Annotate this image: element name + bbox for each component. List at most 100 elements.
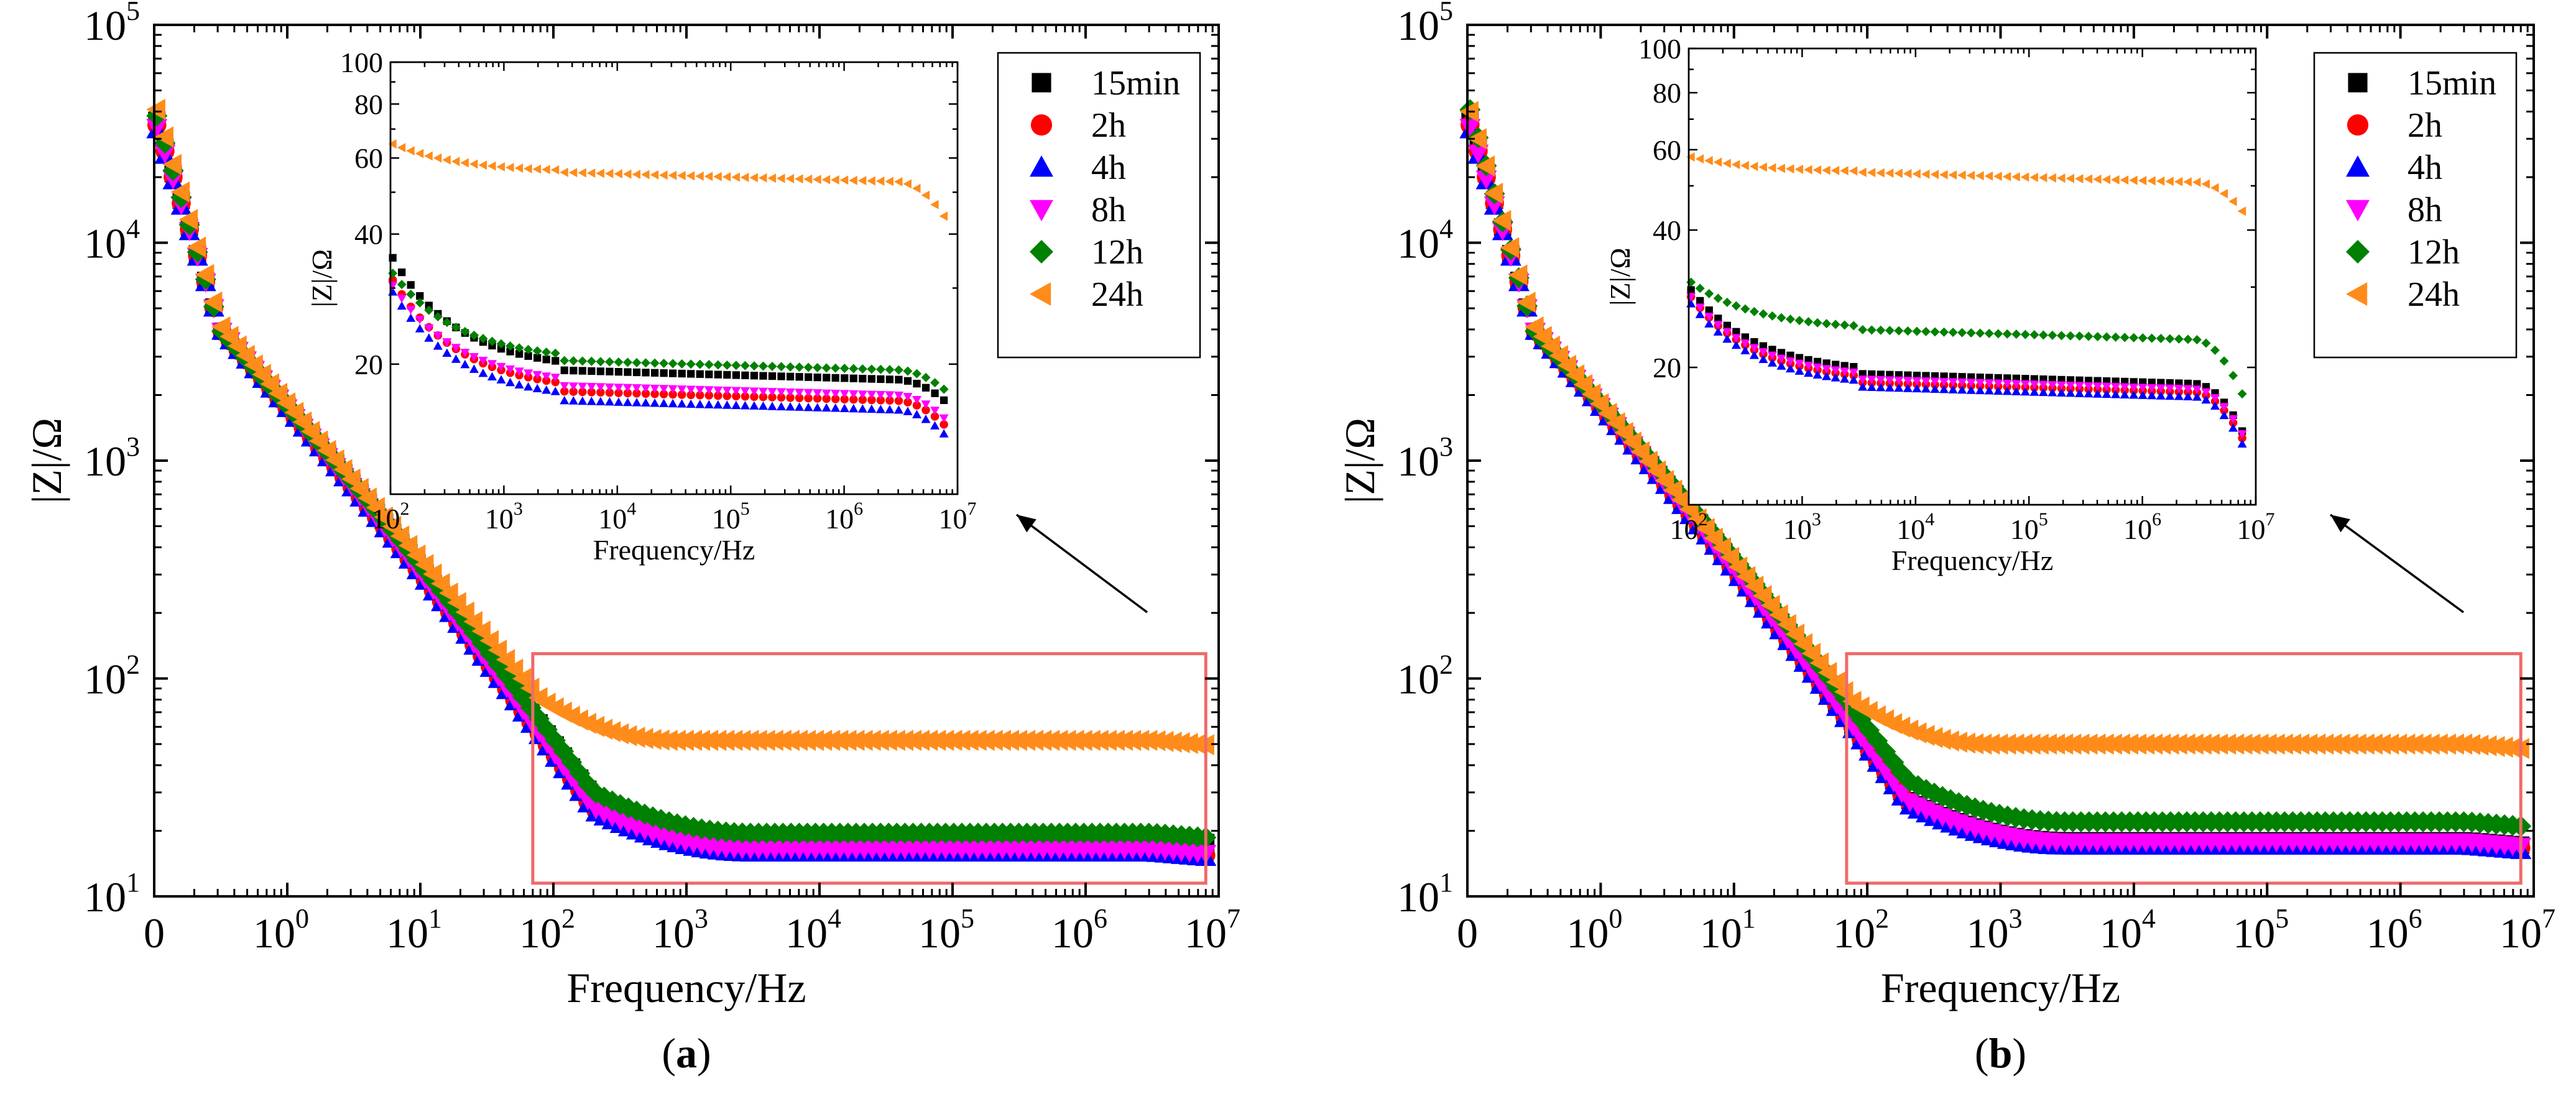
inset-point-12h [442,318,452,328]
inset-point-12h [1849,321,1858,331]
point-24h [333,459,353,481]
inset-point-24h [1822,165,1830,175]
inset-x-tick-label: 104 [1896,509,1934,545]
point-24h [1769,604,1788,626]
point-24h [219,326,239,347]
inset-y-tick-label: 80 [354,88,383,120]
inset-point-15min [714,370,722,379]
inset-point-8h [532,370,542,380]
point-24h [366,497,385,518]
inset-point-8h [677,385,687,394]
panel-label-letter: a [676,1029,697,1077]
inset-point-12h [397,280,407,290]
y-tick-label-base: 10 [1397,873,1439,921]
inset-point-4h [451,354,461,363]
inset-point-12h [939,384,949,394]
x-tick-label-exp: 2 [1875,903,1889,934]
inset-point-8h [1921,377,1931,386]
inset-y-tick-label: 100 [340,47,383,78]
inset-point-4h [2084,389,2094,398]
legend-label-8h: 8h [1091,191,1126,229]
inset-point-24h [1731,160,1740,170]
inset-point-15min [560,366,568,374]
inset-point-12h [1993,329,2003,339]
inset-point-24h [1695,154,1704,164]
inset-point-4h [2066,388,2075,397]
inset-point-15min [732,371,741,379]
inset-point-4h [2201,395,2211,404]
inset-point-12h [813,362,823,372]
inset-point-24h [1957,170,1966,180]
inset-point-12h [785,362,795,372]
inset-point-2h [650,389,659,398]
point-24h [349,477,369,499]
legend-frame [997,52,1201,359]
inset-point-8h [1794,359,1804,369]
inset-point-8h [939,414,949,423]
inset-point-12h [1984,328,1994,338]
inset-y-tick-label: 60 [1653,134,1681,166]
x-tick-label-base: 10 [1051,909,1094,957]
inset-x-tick-label-base: 10 [712,503,741,535]
inset-point-24h [2111,175,2120,185]
inset-point-15min [768,372,777,380]
point-24h [195,264,215,285]
inset-point-8h [1984,379,1994,388]
inset-point-24h [777,173,785,183]
inset-point-24h [1849,166,1858,176]
inset-point-24h [867,176,875,186]
inset-point-24h [813,175,821,185]
inset-point-8h [424,324,434,333]
inset-point-4h [478,368,488,377]
inset-point-24h [2002,172,2011,182]
inset-point-12h [451,323,461,333]
inset-point-4h [604,397,614,406]
inset-x-tick-label-base: 10 [2010,513,2039,545]
inset-point-12h [722,360,732,370]
inset-point-8h [1822,365,1832,374]
inset-point-24h [875,176,885,186]
inset-point-12h [1912,326,1922,336]
inset-point-2h [578,387,587,397]
inset-point-8h [2093,382,2103,391]
inset-point-12h [2047,330,2057,340]
inset-point-8h [921,400,931,409]
data-markers [1459,99,2532,859]
inset-point-4h [2156,391,2166,400]
inset-point-12h [2147,333,2157,343]
inset-point-2h [632,389,641,398]
inset-point-8h [506,365,515,374]
x-tick-label: 0 [1457,909,1478,957]
y-tick-label: 102 [84,650,140,703]
y-tick-label-exp: 2 [1439,650,1453,680]
inset-point-8h [415,315,425,324]
point-24h [1557,354,1577,376]
inset-point-12h [1894,326,1904,336]
inset-point-24h [2120,175,2129,185]
x-tick-label: 107 [2500,903,2555,957]
inset-point-2h [605,388,614,397]
point-24h [1777,614,1796,635]
inset-point-15min [524,352,532,360]
inset-point-4h [542,385,552,394]
inset-point-15min [921,384,930,392]
inset-point-24h [614,169,622,179]
legend-marker-2h [2347,114,2369,136]
point-24h [374,506,394,528]
inset-point-12h [2011,329,2021,339]
inset-series-12h [1686,277,2247,399]
inset-point-4h [1713,327,1723,336]
inset-point-15min [786,372,795,381]
inset-point-24h [622,169,632,179]
inset-point-15min [913,379,921,388]
inset-point-8h [930,407,940,415]
inset-point-4h [1993,386,2003,395]
inset-point-12h [930,378,940,388]
inset-point-4h [1894,383,1904,392]
inset-point-24h [487,161,496,171]
point-24h [170,181,190,203]
inset-point-8h [487,360,497,369]
inset-point-15min [1750,338,1758,346]
inset-point-12h [2120,333,2130,343]
inset-point-8h [2020,380,2030,389]
